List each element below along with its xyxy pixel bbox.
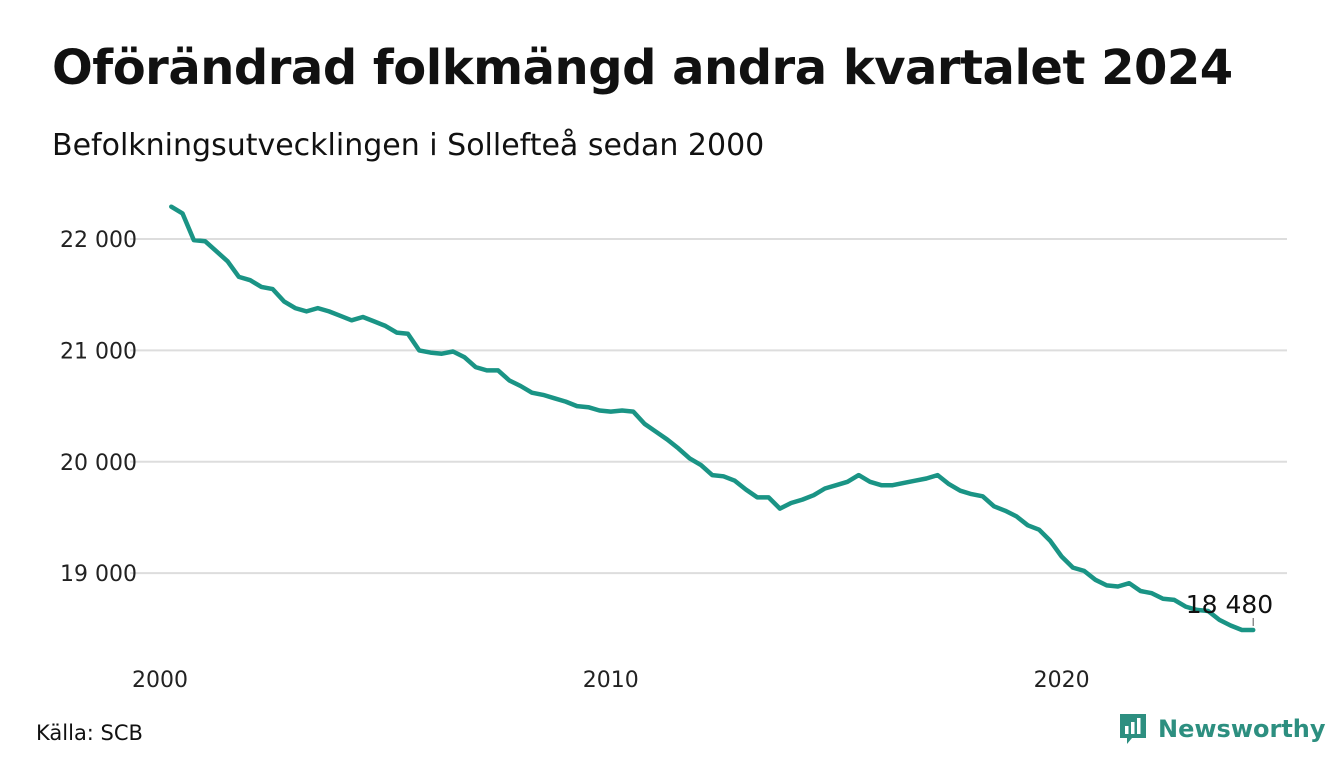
y-tick-label: 22 000: [60, 228, 137, 253]
brand-name: Newsworthy: [1158, 715, 1326, 743]
x-tick-label: 2010: [583, 668, 639, 693]
y-tick-label: 20 000: [60, 451, 137, 476]
line-chart: 19 000 20 000 21 000 22 000 2000 2010 2020 18 4…: [60, 204, 1287, 693]
chart-title: Oförändrad folkmängd andra kvartalet 202…: [52, 40, 1233, 96]
newsworthy-logo-icon: [1120, 714, 1146, 744]
chart-subtitle: Befolkningsutvecklingen i Sollefteå seda…: [52, 128, 765, 163]
y-tick-label: 19 000: [60, 562, 137, 587]
series-line: [169, 204, 1256, 633]
x-tick-label: 2000: [132, 668, 188, 693]
x-tick-label: 2020: [1034, 668, 1090, 693]
brand-logo: Newsworthy: [1118, 712, 1326, 746]
y-tick-label: 21 000: [60, 339, 137, 364]
source-note: Källa: SCB: [36, 721, 143, 745]
end-value-label: 18 480: [1186, 590, 1273, 619]
